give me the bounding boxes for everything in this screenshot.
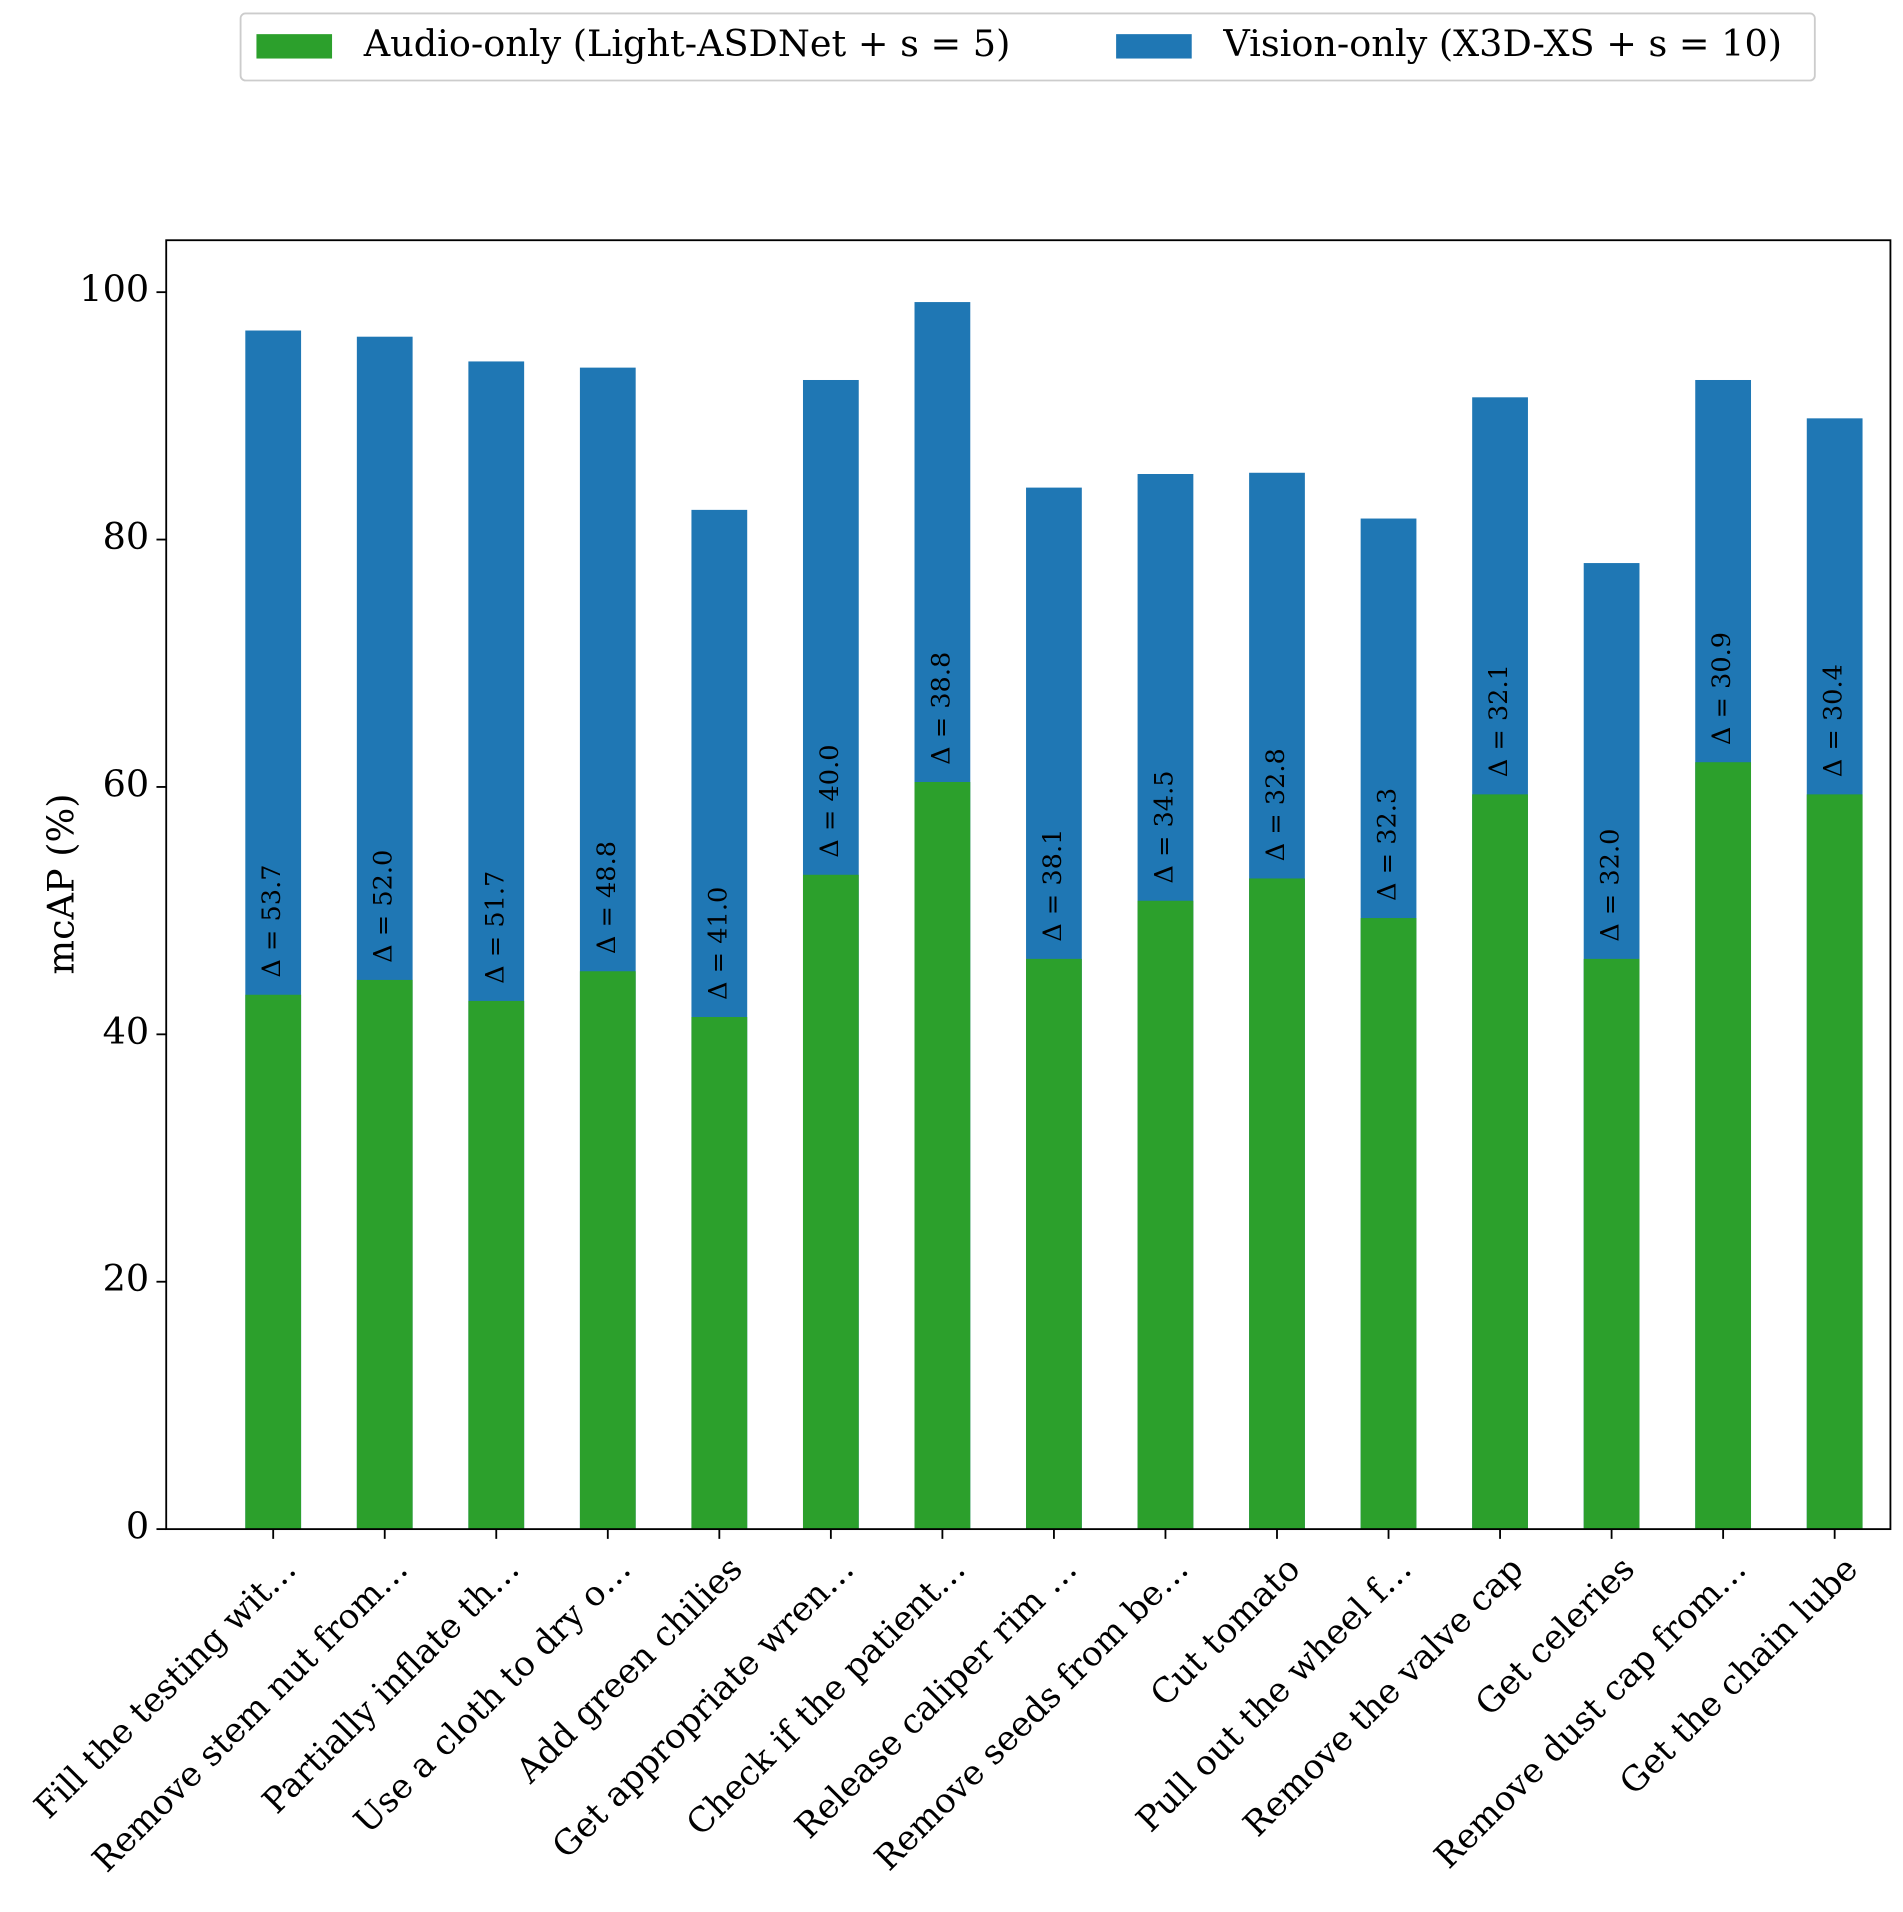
delta-label: Δ = 34.5 [1149,770,1179,883]
delta-label: Δ = 48.8 [592,841,622,954]
delta-label: Δ = 32.0 [1596,829,1626,942]
bar [1137,900,1194,1530]
delta-label: Δ = 30.4 [1819,664,1849,777]
delta-label: Δ = 53.7 [257,864,287,977]
y-tick-label: 60 [103,762,150,805]
delta-label: Δ = 40.0 [815,745,845,858]
bar [1583,958,1640,1530]
y-tick-label: 0 [126,1505,149,1548]
delta-label: Δ = 41.0 [703,887,733,1000]
delta-label: Δ = 52.0 [369,850,399,963]
legend-label: Vision-only (X3D-XS + s = 10) [1222,22,1782,65]
y-tick-label: 80 [103,515,150,558]
y-tick-label: 100 [79,268,149,311]
bar [1806,794,1863,1530]
bar [691,1017,748,1530]
y-tick-label: 20 [103,1257,150,1300]
bar [468,1000,525,1530]
bar [356,979,413,1530]
y-tick-label: 40 [103,1010,150,1053]
bar [245,994,302,1530]
legend-label: Audio-only (Light-ASDNet + s = 5) [363,22,1011,65]
delta-label: Δ = 38.8 [926,652,956,765]
legend-swatch [256,34,333,59]
bar [1472,794,1528,1530]
y-axis-label: mcAP (%) [39,793,82,974]
bar [802,874,859,1530]
delta-label: Δ = 51.7 [480,871,510,984]
delta-label: Δ = 32.3 [1373,788,1403,901]
bar [1360,918,1417,1530]
bar [1249,878,1305,1530]
bar [1026,958,1082,1530]
bar [914,781,971,1530]
plot-frame [165,239,1892,1531]
delta-label: Δ = 32.1 [1484,664,1514,777]
legend-box [239,12,1816,82]
delta-label: Δ = 38.1 [1038,829,1068,942]
legend-swatch [1116,34,1192,59]
bar [1695,762,1752,1530]
bar [579,971,636,1530]
delta-label: Δ = 32.8 [1261,748,1291,861]
delta-label: Δ = 30.9 [1707,632,1737,745]
